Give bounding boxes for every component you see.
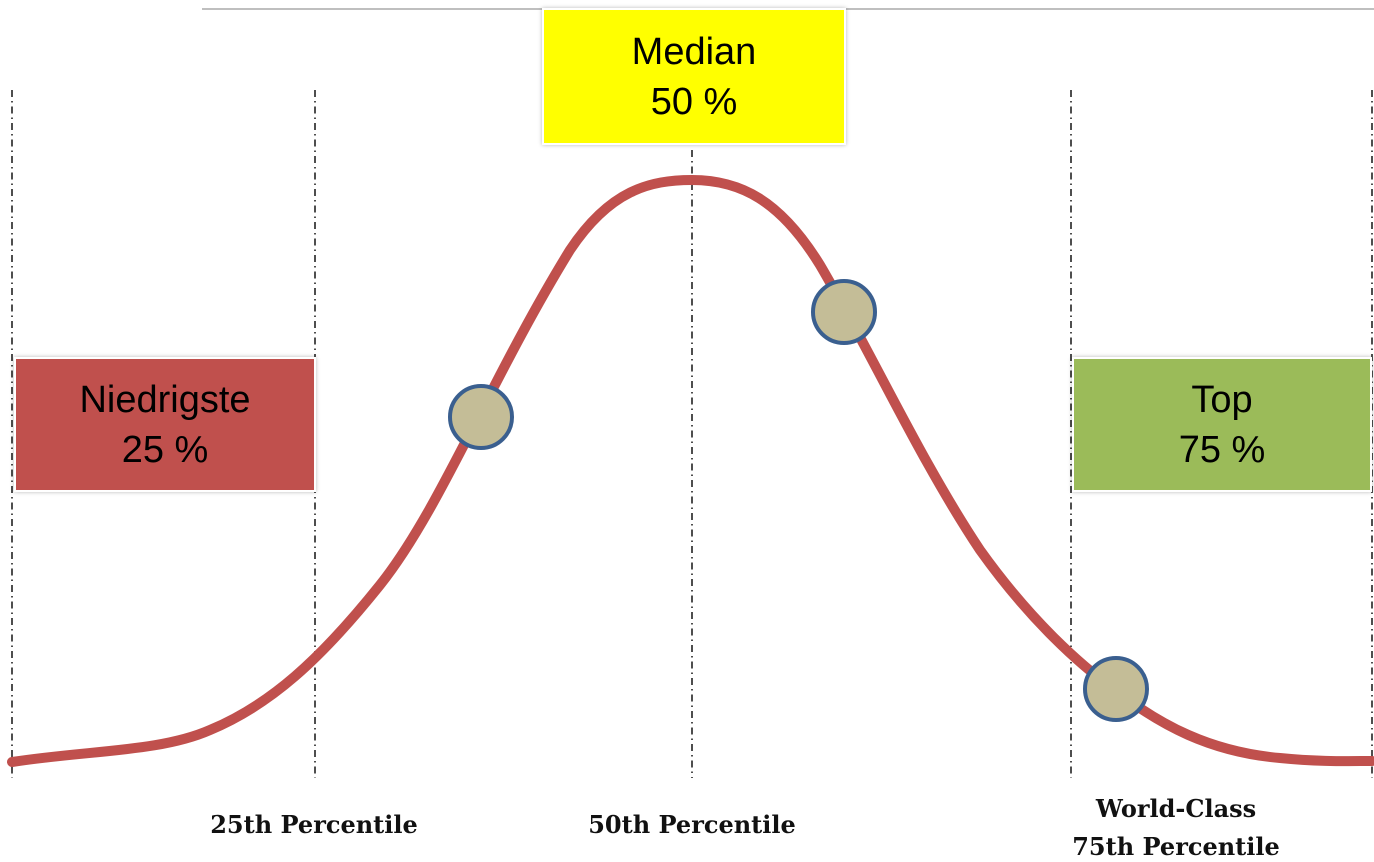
lowest-box-value: 25 %	[121, 428, 209, 471]
top-box-title: Top	[1191, 378, 1253, 421]
marker-circle-upper	[811, 279, 877, 345]
label-50th-percentile: 50th Percentile	[588, 810, 796, 839]
top-quartile-box: Top 75 %	[1072, 357, 1372, 492]
median-box-title: Median	[631, 30, 757, 73]
lowest-box-title: Niedrigste	[79, 378, 251, 421]
median-box: Median 50 %	[542, 8, 846, 145]
label-75th-percentile: World-Class 75th Percentile	[1026, 790, 1326, 862]
label-75th-line: 75th Percentile	[1072, 832, 1280, 861]
label-world-class: World-Class	[1095, 794, 1257, 823]
median-box-value: 50 %	[650, 80, 738, 123]
marker-circle-lower	[448, 384, 514, 450]
marker-circle-tail	[1083, 656, 1149, 722]
lowest-quartile-box: Niedrigste 25 %	[14, 357, 316, 492]
label-25th-percentile: 25th Percentile	[210, 810, 418, 839]
top-box-value: 75 %	[1178, 428, 1266, 471]
